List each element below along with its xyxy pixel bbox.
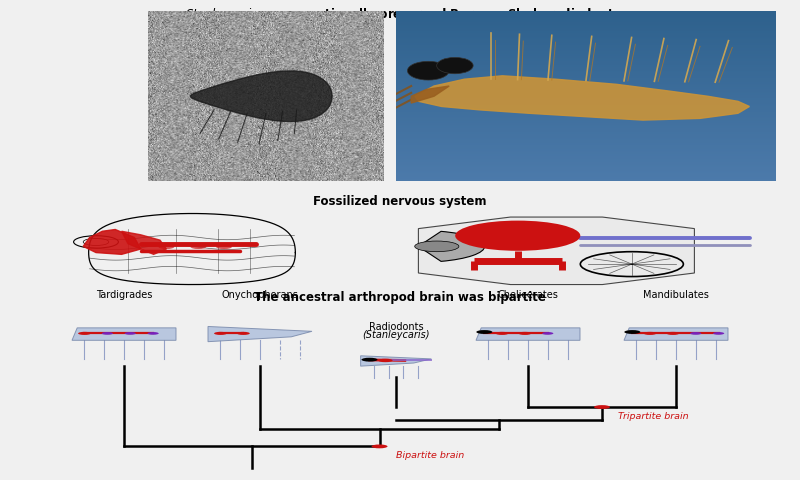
Circle shape — [643, 332, 656, 335]
Circle shape — [713, 332, 724, 335]
Polygon shape — [83, 229, 141, 254]
Circle shape — [624, 330, 640, 334]
Circle shape — [496, 332, 509, 335]
Circle shape — [518, 332, 531, 335]
Circle shape — [414, 241, 459, 252]
Circle shape — [455, 221, 580, 251]
Circle shape — [371, 444, 387, 448]
Text: Bipartite brain: Bipartite brain — [395, 451, 464, 460]
Polygon shape — [190, 71, 332, 121]
Circle shape — [476, 330, 492, 334]
Circle shape — [158, 245, 174, 249]
Polygon shape — [72, 328, 176, 340]
Text: Mandibulates: Mandibulates — [643, 290, 709, 300]
Circle shape — [147, 332, 158, 335]
Circle shape — [407, 61, 450, 80]
Text: Radiodonts: Radiodonts — [369, 322, 423, 332]
Polygon shape — [122, 231, 166, 254]
Text: Tripartite brain: Tripartite brain — [618, 412, 689, 421]
Circle shape — [102, 332, 113, 335]
Circle shape — [216, 245, 232, 249]
Text: Chelicerates: Chelicerates — [498, 290, 558, 300]
Circle shape — [237, 332, 250, 335]
Circle shape — [190, 245, 206, 249]
Polygon shape — [208, 326, 312, 342]
Circle shape — [542, 332, 554, 335]
Circle shape — [362, 358, 378, 361]
Circle shape — [378, 359, 393, 362]
Text: (Stanleycaris): (Stanleycaris) — [362, 330, 430, 340]
Circle shape — [437, 58, 473, 74]
Polygon shape — [415, 76, 750, 120]
Polygon shape — [418, 217, 694, 285]
Wedge shape — [418, 231, 485, 262]
Text: Tardigrades: Tardigrades — [96, 290, 152, 300]
Polygon shape — [624, 328, 728, 340]
Polygon shape — [476, 328, 580, 340]
Circle shape — [125, 332, 136, 335]
Circle shape — [594, 405, 610, 409]
Text: The ancestral arthropod brain was bipartite: The ancestral arthropod brain was bipart… — [254, 291, 546, 304]
Text: $\it{Stanleycaris}$, an exceptionally preserved Burgess Shale radiodont: $\it{Stanleycaris}$, an exceptionally pr… — [185, 6, 615, 23]
Text: Onychophorans: Onychophorans — [222, 290, 298, 300]
Circle shape — [666, 332, 679, 335]
Circle shape — [690, 332, 702, 335]
Polygon shape — [411, 86, 450, 103]
Circle shape — [78, 332, 91, 335]
Circle shape — [214, 332, 227, 335]
Polygon shape — [361, 356, 431, 366]
Text: Fossilized nervous system: Fossilized nervous system — [314, 195, 486, 208]
